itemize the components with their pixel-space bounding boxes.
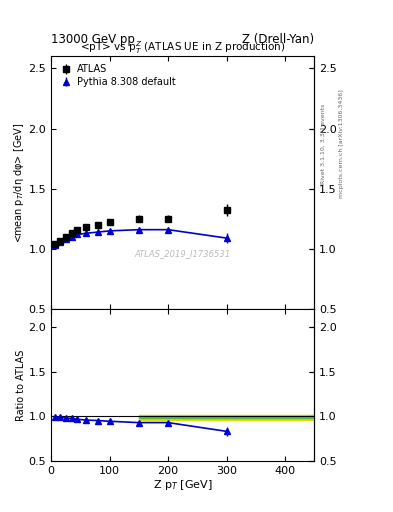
Y-axis label: Ratio to ATLAS: Ratio to ATLAS xyxy=(16,349,26,421)
Text: mcplots.cern.ch [arXiv:1306.3436]: mcplots.cern.ch [arXiv:1306.3436] xyxy=(339,89,344,198)
Text: Z (Drell-Yan): Z (Drell-Yan) xyxy=(242,33,314,46)
Text: Rivet 3.1.10, 3.3M events: Rivet 3.1.10, 3.3M events xyxy=(320,103,325,183)
X-axis label: Z p$_T$ [GeV]: Z p$_T$ [GeV] xyxy=(153,478,213,493)
Text: ATLAS_2019_I1736531: ATLAS_2019_I1736531 xyxy=(135,249,231,258)
Y-axis label: <mean p$_T$/dη dφ> [GeV]: <mean p$_T$/dη dφ> [GeV] xyxy=(12,122,26,243)
Legend: ATLAS, Pythia 8.308 default: ATLAS, Pythia 8.308 default xyxy=(56,61,179,90)
Title: <pT> vs p$_T^Z$ (ATLAS UE in Z production): <pT> vs p$_T^Z$ (ATLAS UE in Z productio… xyxy=(80,39,286,56)
Text: 13000 GeV pp: 13000 GeV pp xyxy=(51,33,135,46)
